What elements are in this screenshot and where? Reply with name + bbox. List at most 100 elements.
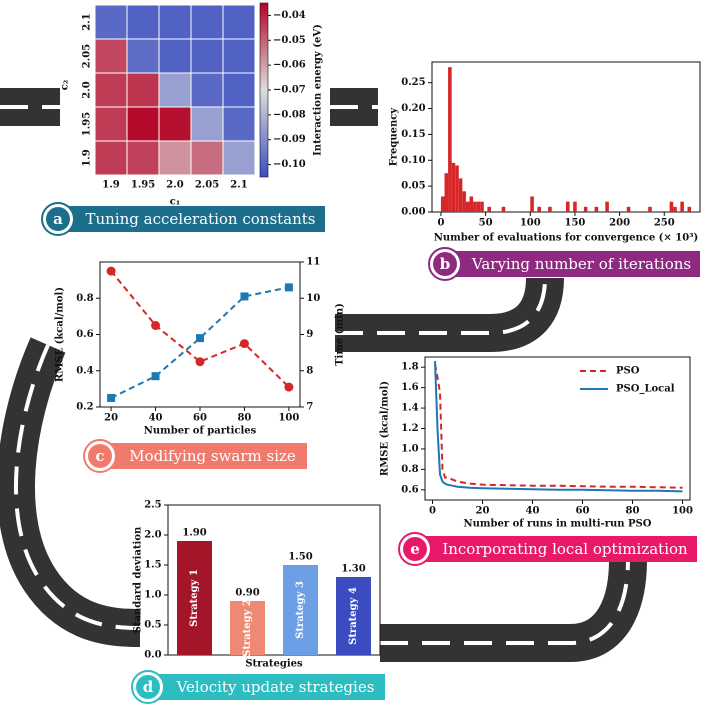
heat-cell (190, 72, 224, 108)
caption-text: Modifying swarm size (129, 447, 296, 465)
x-axis-label: c₁ (170, 197, 180, 208)
plot-area (431, 61, 701, 213)
heat-cell (158, 106, 192, 142)
marker (240, 292, 249, 301)
heat-cell (190, 38, 224, 74)
y-axis-label: RMSE (kcal/mol) (380, 381, 391, 476)
heat-cell (126, 4, 160, 40)
hist-bar (583, 206, 588, 212)
heat-cell (222, 4, 256, 40)
y-tick-label: 8 (306, 365, 313, 376)
category-label: Strategy 1 (189, 569, 200, 627)
y-tick-label: 1.0 (401, 443, 418, 454)
hist-bar (687, 206, 692, 212)
heat-cell (94, 38, 128, 74)
caption-box (415, 536, 697, 562)
hist-bar (473, 201, 477, 212)
y-tick-label: 7 (306, 402, 313, 413)
heat-cell (126, 140, 160, 176)
caption-box (100, 443, 307, 469)
heat-cell (158, 38, 192, 74)
x-tick-label: 250 (654, 218, 675, 229)
y-axis-label: Interaction energy (eV) (313, 24, 324, 156)
panel-caption: a Tuning acceleration constants (41, 202, 325, 236)
y-tick-label: 1.4 (401, 403, 418, 414)
legend-label: PSO (616, 366, 640, 377)
heat-cell (158, 72, 192, 108)
colorbar-tick-label: −0.10 (273, 159, 306, 170)
colorbar-tick-label: −0.06 (273, 60, 306, 71)
panel-letter: e (410, 540, 420, 558)
category-label: Strategy 4 (348, 587, 359, 645)
x-tick-label: 2.05 (195, 180, 219, 191)
hist-bar (673, 206, 677, 212)
marker (284, 283, 293, 292)
caption-dot (46, 207, 70, 231)
heat-cell (158, 4, 192, 40)
y-tick-label: 0.10 (401, 155, 425, 166)
y-axis-label: Time (min) (335, 303, 346, 366)
heat-cell (222, 38, 256, 74)
heat-cell (94, 140, 128, 176)
hist-bar (451, 162, 456, 212)
chart-panel: 1.9 1.95 2.0 2.05 2.1 1.9 1.95 2.0 2.05 2.1 c₁ c₂ −0… (60, 2, 324, 208)
panel-letter: b (440, 255, 451, 273)
category-label: Strategy 2 (242, 599, 253, 657)
caption-text: Varying number of iterations (471, 255, 691, 273)
heat-cell (190, 106, 224, 142)
value-label: 1.30 (341, 564, 365, 575)
hist-bar (594, 206, 599, 212)
plot-area (424, 356, 691, 501)
heat-cell (158, 140, 192, 176)
y-tick-label: 0.0 (144, 650, 161, 661)
hist-bar (530, 196, 534, 212)
x-tick-label: 0 (437, 218, 444, 229)
marker (106, 266, 116, 276)
marker (239, 339, 249, 349)
caption-box (148, 674, 385, 700)
x-axis-label: Number of evaluations for convergence (×… (434, 233, 699, 244)
y-tick-label: 2.0 (82, 81, 93, 98)
x-tick-label: 1.95 (131, 180, 155, 191)
legend-label: PSO_Local (616, 384, 675, 395)
y-tick-label: 1.9 (82, 149, 93, 166)
caption-text: Velocity update strategies (176, 678, 375, 696)
x-tick-label: 2.0 (166, 180, 183, 191)
heat-cell (126, 106, 160, 142)
x-tick-label: 20 (104, 413, 118, 424)
road-dash (0, 105, 630, 645)
hist-bar (476, 201, 481, 212)
marker (151, 372, 160, 381)
heat-cell (126, 72, 160, 108)
roads (0, 88, 647, 662)
x-tick-label: 2.1 (230, 180, 247, 191)
hist-bar (548, 206, 552, 212)
x-tick-label: 60 (193, 413, 207, 424)
x-tick-label: 100 (278, 413, 299, 424)
x-tick-label: 60 (576, 506, 590, 517)
line (110, 286, 290, 399)
value-label: 1.90 (182, 528, 206, 539)
y-tick-label: 0.20 (401, 103, 425, 114)
x-tick-label: 1.9 (102, 180, 119, 191)
hist-bar (469, 196, 474, 212)
caption-text: Tuning acceleration constants (86, 210, 316, 228)
chart-panel: 20 40 60 80 100 0.2 0.4 0.6 0.8 7 8 9 10 11 Number of … (55, 257, 346, 437)
y-axis-label: Frequency (389, 107, 400, 167)
colorbar (259, 2, 269, 178)
y-tick-label: 10 (306, 293, 320, 304)
hist-bar (626, 206, 631, 212)
y-tick-label: 0.05 (401, 181, 425, 192)
y-tick-label: 0.00 (401, 207, 425, 218)
panel-caption: e Incorporating local optimization (398, 532, 697, 566)
x-tick-label: 20 (476, 506, 490, 517)
marker (151, 320, 161, 330)
heat-cell (222, 140, 256, 176)
y-tick-label: 2.0 (144, 530, 161, 541)
colorbar-tick-label: −0.08 (273, 109, 306, 120)
x-tick-label: 80 (237, 413, 251, 424)
heat-cell (222, 72, 256, 108)
heat-cell (126, 38, 160, 74)
